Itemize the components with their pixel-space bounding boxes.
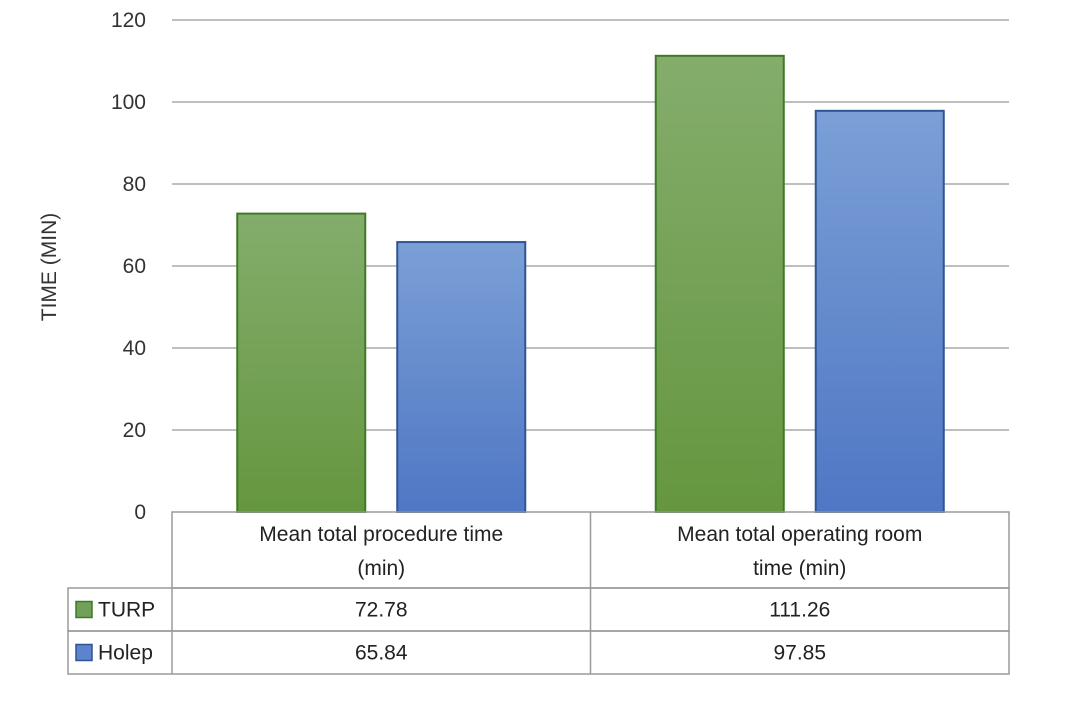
data-label: 65.84 [355,642,408,665]
bar-holep-1 [814,109,945,513]
y-tick-label: 20 [123,419,146,442]
legend-swatch-turp [75,600,93,619]
bars [236,54,945,514]
data-table: Mean total procedure time (min) Mean total… [67,511,1010,675]
y-tick-label: 60 [123,255,146,278]
data-label: 111.26 [769,599,830,622]
bar-holep-0 [396,241,527,513]
y-tick-label: 100 [111,91,146,114]
legend-label: TURP [98,599,155,622]
table-row [67,630,1010,675]
table-row [67,587,1010,632]
category-label: Mean total procedure time (min) [259,523,503,580]
legend-swatch-holep [75,643,93,662]
y-tick-label: 120 [111,9,146,32]
data-label: 72.78 [355,599,408,622]
legend-label: Holep [98,642,153,665]
y-tick-label: 40 [123,337,146,360]
y-tick-label: 80 [123,173,146,196]
data-label: 97.85 [773,642,826,665]
y-tick-label: 0 [134,501,146,524]
category-label: Mean total operating room time (min) [677,523,922,580]
bar-turp-1 [654,54,785,513]
y-axis-ticks: 0 20 40 60 80 100 120 [111,9,146,524]
y-axis-label: TIME (MIN) [38,213,61,321]
bar-turp-0 [236,212,367,514]
